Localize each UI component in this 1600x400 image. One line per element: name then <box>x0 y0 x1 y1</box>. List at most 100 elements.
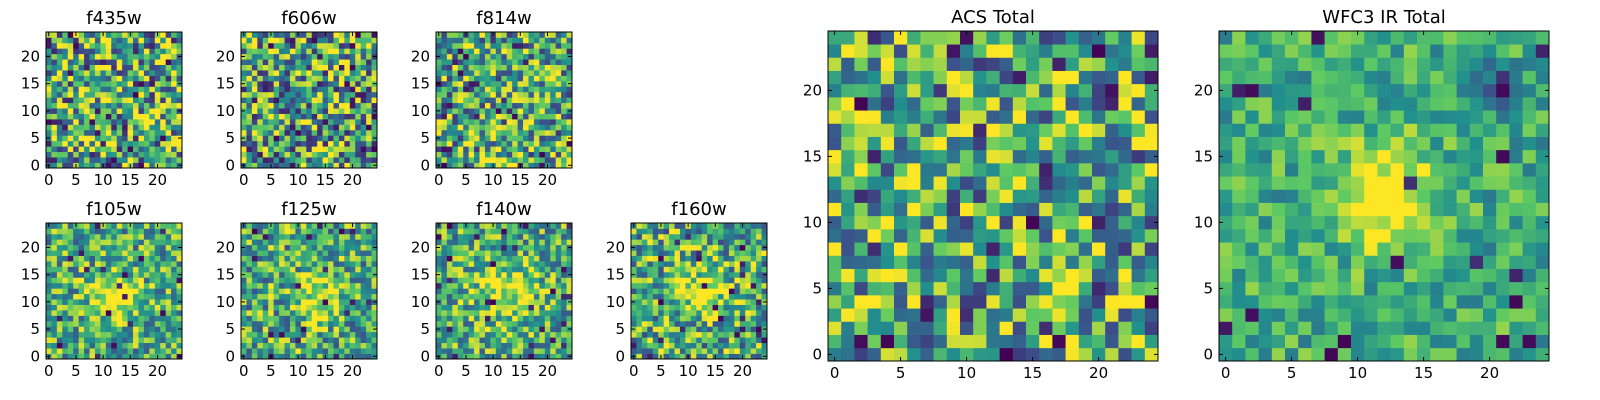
pixel-cell <box>528 86 535 93</box>
pixel-cell <box>533 151 540 158</box>
pixel-cell <box>160 320 167 327</box>
pixel-cell <box>446 331 453 338</box>
pixel-cell <box>344 228 351 235</box>
pixel-cell <box>306 261 313 267</box>
pixel-cell <box>149 97 156 104</box>
pixel-cell <box>176 331 183 338</box>
pixel-cell <box>279 157 285 163</box>
pixel-cell <box>723 348 730 354</box>
pixel-cell <box>636 255 643 262</box>
pixel-cell <box>333 37 340 44</box>
pixel-cell <box>317 304 323 311</box>
pixel-cell <box>355 353 362 360</box>
pixel-cell <box>149 271 156 278</box>
pixel-cell <box>474 53 480 60</box>
pixel-cell <box>94 32 101 38</box>
pixel-cell <box>289 299 296 305</box>
pixel-cell <box>452 140 459 147</box>
pixel-cell <box>468 293 475 300</box>
pixel-cell <box>696 282 703 289</box>
pixel-cell <box>116 146 123 153</box>
pixel-cell <box>176 48 183 55</box>
pixel-cell <box>550 304 557 311</box>
pixel-cell <box>555 64 562 71</box>
x-tick-label: 15 <box>511 171 530 189</box>
pixel-cell <box>539 271 546 278</box>
pixel-cell <box>907 268 921 283</box>
pixel-cell <box>712 315 719 322</box>
pixel-cell <box>506 250 513 256</box>
pixel-cell <box>171 261 177 267</box>
pixel-cell <box>94 146 101 153</box>
pixel-cell <box>723 326 730 333</box>
pixel-cell <box>463 299 469 305</box>
pixel-cell <box>328 288 334 295</box>
pixel-cell <box>685 315 692 322</box>
pixel-cell <box>463 277 469 284</box>
pixel-cell <box>257 64 264 71</box>
pixel-cell <box>322 239 329 246</box>
pixel-cell <box>127 140 134 147</box>
pixel-cell <box>734 348 741 354</box>
pixel-cell <box>566 32 573 38</box>
pixel-cell <box>539 233 546 240</box>
pixel-cell <box>160 157 167 163</box>
pixel-cell <box>149 282 156 289</box>
pixel-cell <box>446 48 453 55</box>
pixel-cell <box>311 64 318 71</box>
pixel-cell <box>165 151 172 158</box>
pixel-cell <box>78 113 85 120</box>
pixel-cell <box>273 146 280 153</box>
pixel-cell <box>658 348 664 354</box>
pixel-cell <box>707 266 713 273</box>
pixel-cell <box>289 91 296 98</box>
pixel-cell <box>517 37 524 44</box>
pixel-cell <box>328 146 334 153</box>
pixel-cell <box>176 124 183 131</box>
pixel-cell <box>273 108 280 114</box>
pixel-cell <box>84 42 90 49</box>
pixel-cell <box>338 135 345 142</box>
pixel-cell <box>761 348 768 354</box>
pixel-cell <box>517 315 524 322</box>
pixel-cell <box>528 146 535 153</box>
pixel-cell <box>160 97 167 104</box>
pixel-cell <box>78 48 85 55</box>
pixel-cell <box>1012 255 1027 269</box>
pixel-cell <box>84 244 90 251</box>
pixel-cell <box>333 233 340 240</box>
pixel-cell <box>561 326 567 333</box>
pixel-cell <box>371 48 378 55</box>
pixel-cell <box>78 157 85 163</box>
pixel-cell <box>360 129 367 136</box>
pixel-cell <box>761 331 768 338</box>
pixel-cell <box>841 321 855 335</box>
pixel-cell <box>441 304 448 311</box>
pixel-cell <box>84 119 90 125</box>
pixel-cell <box>284 70 291 76</box>
pixel-cell <box>636 288 643 295</box>
pixel-cell <box>1144 163 1159 177</box>
pixel-cell <box>279 146 285 153</box>
pixel-cell <box>284 102 291 109</box>
pixel-cell <box>463 113 469 120</box>
pixel-cell <box>663 261 670 267</box>
pixel-cell <box>674 239 681 246</box>
pixel-cell <box>555 59 562 65</box>
pixel-cell <box>273 124 280 131</box>
pixel-cell <box>143 97 150 104</box>
pixel-cell <box>446 37 453 44</box>
pixel-cell <box>154 37 161 44</box>
pixel-cell <box>62 108 69 114</box>
pixel-cell <box>1039 176 1053 190</box>
pixel-cell <box>696 304 703 311</box>
pixel-cell <box>501 42 508 49</box>
pixel-cell <box>506 42 513 49</box>
pixel-cell <box>46 288 52 295</box>
pixel-cell <box>490 250 497 256</box>
pixel-cell <box>344 140 351 147</box>
pixel-cell <box>328 91 334 98</box>
pixel-cell <box>561 250 567 256</box>
pixel-cell <box>355 70 362 76</box>
pixel-cell <box>533 331 540 338</box>
